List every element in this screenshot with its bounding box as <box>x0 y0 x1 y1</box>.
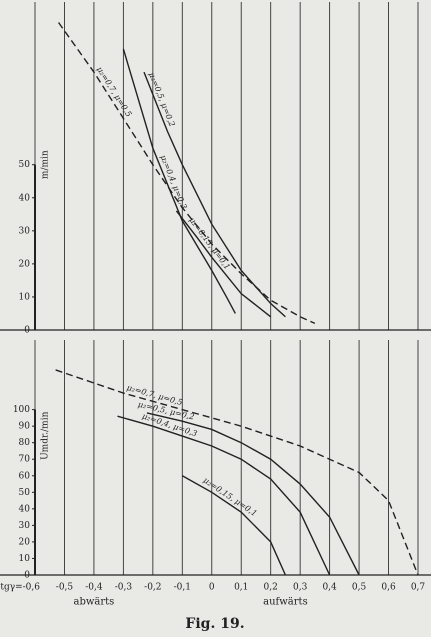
x-tick-label: 0,6 <box>381 583 396 593</box>
series-label: μ₂=0,5, μ=0,2 <box>147 71 177 128</box>
series-line <box>117 415 331 576</box>
y-tick-label: 0 <box>24 326 30 336</box>
y-tick-label: 90 <box>19 422 31 432</box>
x-tick-label: 0,7 <box>411 583 426 593</box>
series-line <box>55 369 419 576</box>
series-line <box>181 475 287 576</box>
series-line <box>175 210 272 318</box>
y-tick-label: 100 <box>13 405 30 415</box>
y-axis-label: m/min <box>41 150 51 179</box>
y-tick-label: 50 <box>19 160 31 170</box>
y-tick-label: 50 <box>19 488 31 498</box>
x-tick-label: -0,3 <box>115 583 133 593</box>
y-tick-label: 40 <box>19 193 31 203</box>
x-tick-label: -0,4 <box>85 583 103 593</box>
x-tick-label: 0 <box>209 583 215 593</box>
y-tick-label: 10 <box>19 292 31 302</box>
series-label: μ₂=0,15, μ=0,1 <box>202 476 259 518</box>
x-tick-label: -0,5 <box>56 583 74 593</box>
y-tick-label: 70 <box>19 455 31 465</box>
series-label: μ₂=0,15, μ=0,1 <box>187 216 232 272</box>
series-label: μ₂=0,4, μ=0,3 <box>159 154 189 211</box>
y-tick-label: 0 <box>24 571 30 581</box>
y-tick-label: 30 <box>19 226 31 236</box>
y-tick-label: 60 <box>19 471 31 481</box>
series-line <box>146 412 360 576</box>
annotation: abwärts <box>74 597 115 608</box>
x-tick-label: 0,1 <box>234 583 248 593</box>
y-tick-label: 20 <box>19 537 31 547</box>
x-tick-label: 0,3 <box>293 583 308 593</box>
series-label: μ₂=0,7, μ=0,5 <box>95 65 133 118</box>
x-tick-label: tgγ=-0,6 <box>0 583 40 593</box>
y-tick-label: 80 <box>19 438 31 448</box>
y-tick-label: 40 <box>19 504 31 514</box>
caption: Fig. 19. <box>185 616 244 632</box>
y-tick-label: 10 <box>19 554 31 564</box>
annotation: aufwärts <box>263 597 308 608</box>
series-line <box>57 22 316 325</box>
series-line <box>143 71 286 318</box>
series-line <box>122 48 236 314</box>
y-tick-label: 20 <box>19 259 31 269</box>
y-tick-label: 30 <box>19 521 31 531</box>
x-tick-label: 0,5 <box>352 583 367 593</box>
x-tick-label: -0,1 <box>174 583 191 593</box>
x-tick-label: 0,4 <box>322 583 337 593</box>
y-axis-label: Umdr./min <box>41 411 51 459</box>
x-tick-label: 0,2 <box>264 583 278 593</box>
x-tick-label: -0,2 <box>144 583 161 593</box>
